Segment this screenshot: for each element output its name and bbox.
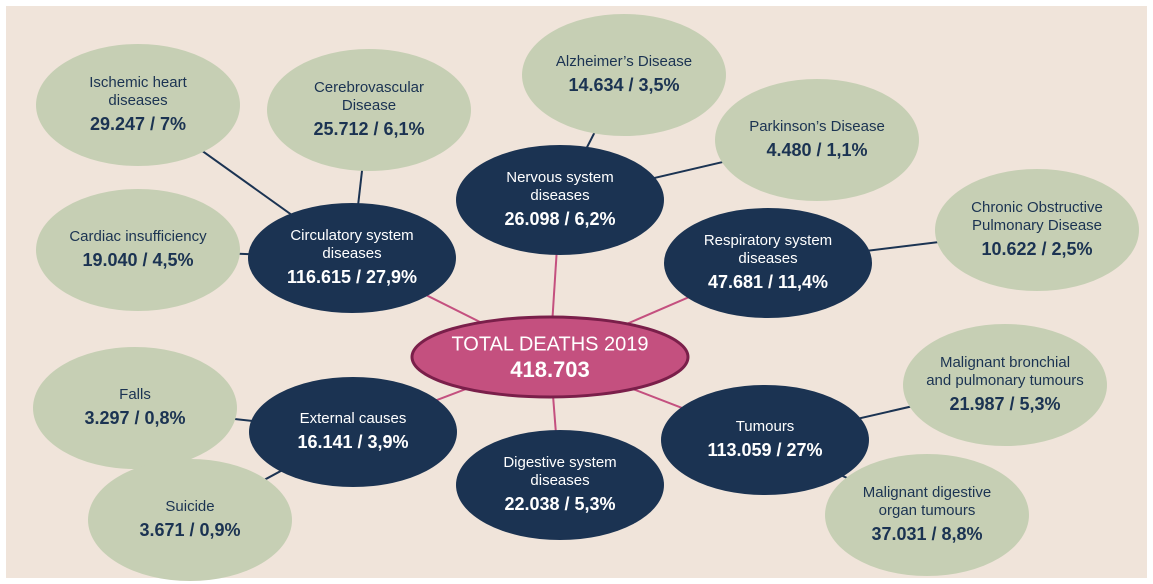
category-value: 47.681 / 11,4% bbox=[708, 272, 828, 292]
category-shape bbox=[664, 208, 872, 318]
subcategory: Alzheimer’s Disease 14.634 / 3,5% bbox=[522, 14, 726, 136]
subcategory-shape bbox=[935, 169, 1139, 291]
subcategory-value: 3.297 / 0,8% bbox=[84, 408, 185, 428]
category-value: 26.098 / 6,2% bbox=[504, 209, 615, 229]
subcategory-value: 21.987 / 5,3% bbox=[949, 394, 1060, 414]
category-shape bbox=[661, 385, 869, 495]
subcategory-label: Cerebrovascular bbox=[314, 79, 424, 96]
subcategory: Parkinson’s Disease 4.480 / 1,1% bbox=[715, 79, 919, 201]
subcategory-label: Cardiac insufficiency bbox=[69, 228, 207, 245]
subcategory-label: Disease bbox=[342, 97, 396, 114]
category-value: 116.615 / 27,9% bbox=[287, 267, 417, 287]
subcategory: Cardiac insufficiency 19.040 / 4,5% bbox=[36, 189, 240, 311]
subcategory-shape bbox=[903, 324, 1107, 446]
category-shape bbox=[248, 203, 456, 313]
subcategory-value: 19.040 / 4,5% bbox=[82, 250, 193, 270]
subcategory-label: Falls bbox=[119, 386, 151, 403]
subcategory-label: Alzheimer’s Disease bbox=[556, 53, 692, 70]
subcategory-label: Suicide bbox=[165, 498, 214, 515]
category-shape bbox=[249, 377, 457, 487]
subcategory-label: Pulmonary Disease bbox=[972, 217, 1102, 234]
subcategory-label: diseases bbox=[108, 92, 167, 109]
subcategory-value: 4.480 / 1,1% bbox=[766, 140, 867, 160]
category-label: diseases bbox=[322, 245, 381, 262]
subcategory: Falls 3.297 / 0,8% bbox=[33, 347, 237, 469]
category-value: 16.141 / 3,9% bbox=[297, 432, 408, 452]
subcategory-label: Malignant bronchial bbox=[940, 354, 1070, 371]
subcategory-value: 10.622 / 2,5% bbox=[981, 239, 1092, 259]
category-label: Nervous system bbox=[506, 169, 614, 186]
center-value: 418.703 bbox=[510, 357, 590, 382]
center-title: TOTAL DEATHS 2019 bbox=[451, 333, 648, 355]
subcategory-shape bbox=[522, 14, 726, 136]
category-shape bbox=[456, 430, 664, 540]
subcategory-shape bbox=[88, 459, 292, 581]
subcategory-shape bbox=[267, 49, 471, 171]
category-label: Tumours bbox=[736, 418, 795, 435]
subcategory-label: Malignant digestive bbox=[863, 484, 991, 501]
subcategory-label: and pulmonary tumours bbox=[926, 372, 1084, 389]
category: External causes 16.141 / 3,9% bbox=[249, 377, 457, 487]
subcategory-shape bbox=[36, 189, 240, 311]
subcategory-label: Ischemic heart bbox=[89, 74, 187, 91]
category-shape bbox=[456, 145, 664, 255]
category-value: 113.059 / 27% bbox=[707, 440, 822, 460]
center-shape bbox=[410, 315, 690, 399]
category-label: diseases bbox=[530, 472, 589, 489]
category-label: diseases bbox=[738, 250, 797, 267]
category-label: Digestive system bbox=[503, 454, 616, 471]
subcategory-label: organ tumours bbox=[879, 502, 976, 519]
subcategory-shape bbox=[33, 347, 237, 469]
category-label: Circulatory system bbox=[290, 227, 413, 244]
category: Tumours 113.059 / 27% bbox=[661, 385, 869, 495]
category-label: diseases bbox=[530, 187, 589, 204]
subcategory-value: 3.671 / 0,9% bbox=[139, 520, 240, 540]
subcategory-value: 14.634 / 3,5% bbox=[568, 75, 679, 95]
category-value: 22.038 / 5,3% bbox=[504, 494, 615, 514]
subcategory-shape bbox=[825, 454, 1029, 576]
subcategory: Suicide 3.671 / 0,9% bbox=[88, 459, 292, 581]
category-label: External causes bbox=[300, 410, 407, 427]
subcategory-label: Parkinson’s Disease bbox=[749, 118, 885, 135]
subcategory-value: 37.031 / 8,8% bbox=[871, 524, 982, 544]
subcategory-value: 25.712 / 6,1% bbox=[313, 119, 424, 139]
subcategory-value: 29.247 / 7% bbox=[90, 114, 186, 134]
category-label: Respiratory system bbox=[704, 232, 832, 249]
subcategory-shape bbox=[36, 44, 240, 166]
subcategory-label: Chronic Obstructive bbox=[971, 199, 1103, 216]
subcategory-shape bbox=[715, 79, 919, 201]
